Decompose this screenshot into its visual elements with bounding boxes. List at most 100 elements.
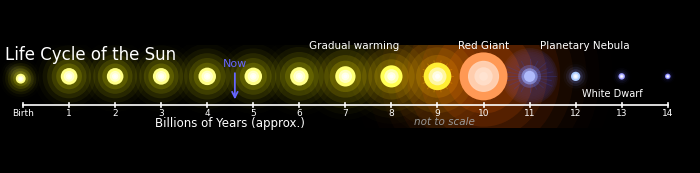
Text: 2: 2: [112, 109, 118, 118]
Circle shape: [318, 49, 372, 103]
Circle shape: [665, 74, 671, 79]
Circle shape: [20, 78, 22, 80]
Circle shape: [5, 63, 36, 94]
Circle shape: [510, 56, 550, 96]
Circle shape: [502, 48, 557, 104]
Circle shape: [204, 73, 211, 80]
Circle shape: [621, 76, 622, 77]
Circle shape: [158, 73, 164, 80]
Circle shape: [368, 53, 414, 100]
Circle shape: [508, 54, 552, 99]
Circle shape: [280, 57, 318, 96]
Text: Gradual warming: Gradual warming: [309, 41, 400, 51]
Text: 9: 9: [435, 109, 440, 118]
Circle shape: [19, 77, 22, 81]
Circle shape: [107, 68, 123, 85]
Circle shape: [384, 69, 398, 84]
Text: 5: 5: [251, 109, 256, 118]
Circle shape: [469, 62, 498, 91]
Circle shape: [666, 75, 668, 78]
Circle shape: [435, 74, 440, 79]
Circle shape: [250, 73, 257, 80]
Circle shape: [617, 71, 626, 81]
Circle shape: [98, 59, 132, 94]
Circle shape: [508, 55, 551, 98]
Circle shape: [335, 66, 356, 86]
Circle shape: [235, 58, 272, 95]
Circle shape: [244, 68, 262, 85]
Text: 10: 10: [478, 109, 489, 118]
Circle shape: [252, 75, 255, 78]
Text: 7: 7: [342, 109, 349, 118]
Circle shape: [275, 52, 323, 101]
Circle shape: [8, 66, 34, 92]
Circle shape: [202, 71, 213, 82]
Text: 8: 8: [389, 109, 394, 118]
Circle shape: [89, 50, 141, 103]
Circle shape: [199, 68, 216, 85]
Text: 4: 4: [204, 109, 210, 118]
Circle shape: [620, 74, 624, 79]
Circle shape: [110, 71, 120, 82]
Circle shape: [148, 63, 174, 89]
Circle shape: [416, 55, 459, 98]
Circle shape: [93, 54, 137, 98]
Circle shape: [52, 59, 87, 94]
Circle shape: [18, 75, 24, 82]
Circle shape: [420, 13, 547, 140]
Circle shape: [380, 65, 402, 87]
Circle shape: [505, 52, 554, 101]
Circle shape: [424, 63, 452, 90]
Circle shape: [335, 66, 356, 86]
Circle shape: [615, 70, 629, 83]
Text: Red Giant: Red Giant: [458, 41, 509, 51]
Text: 6: 6: [297, 109, 302, 118]
Circle shape: [401, 40, 474, 113]
Circle shape: [285, 62, 314, 91]
Circle shape: [298, 75, 301, 78]
Text: Life Cycle of the Sun: Life Cycle of the Sun: [5, 46, 176, 64]
Circle shape: [153, 68, 169, 85]
Circle shape: [428, 67, 447, 85]
Circle shape: [374, 59, 409, 93]
Circle shape: [460, 52, 508, 100]
Circle shape: [468, 61, 499, 92]
Circle shape: [61, 68, 78, 85]
Circle shape: [447, 39, 521, 113]
Circle shape: [524, 71, 536, 82]
Circle shape: [290, 67, 309, 86]
Circle shape: [330, 61, 361, 92]
Circle shape: [380, 65, 402, 87]
Circle shape: [387, 72, 395, 81]
Circle shape: [10, 68, 31, 89]
Text: 13: 13: [616, 109, 627, 118]
Circle shape: [270, 47, 329, 106]
Circle shape: [296, 73, 303, 80]
Circle shape: [568, 69, 583, 84]
Text: Billions of Years (approx.): Billions of Years (approx.): [155, 117, 305, 130]
Circle shape: [619, 73, 625, 80]
Circle shape: [68, 75, 71, 78]
Circle shape: [43, 50, 96, 103]
Circle shape: [61, 68, 78, 85]
Circle shape: [518, 65, 541, 88]
Circle shape: [16, 74, 26, 84]
Circle shape: [244, 68, 262, 85]
Text: 12: 12: [570, 109, 581, 118]
Ellipse shape: [17, 73, 25, 78]
Circle shape: [409, 47, 466, 105]
Circle shape: [505, 52, 554, 101]
Circle shape: [503, 50, 556, 103]
Circle shape: [199, 68, 216, 85]
Circle shape: [407, 0, 560, 153]
Circle shape: [664, 72, 672, 81]
Circle shape: [460, 52, 508, 100]
Circle shape: [290, 67, 309, 86]
Circle shape: [432, 71, 442, 82]
Circle shape: [480, 72, 488, 81]
Circle shape: [230, 53, 276, 99]
Circle shape: [113, 75, 117, 78]
Circle shape: [574, 75, 578, 78]
Circle shape: [64, 71, 74, 82]
Circle shape: [239, 63, 267, 90]
